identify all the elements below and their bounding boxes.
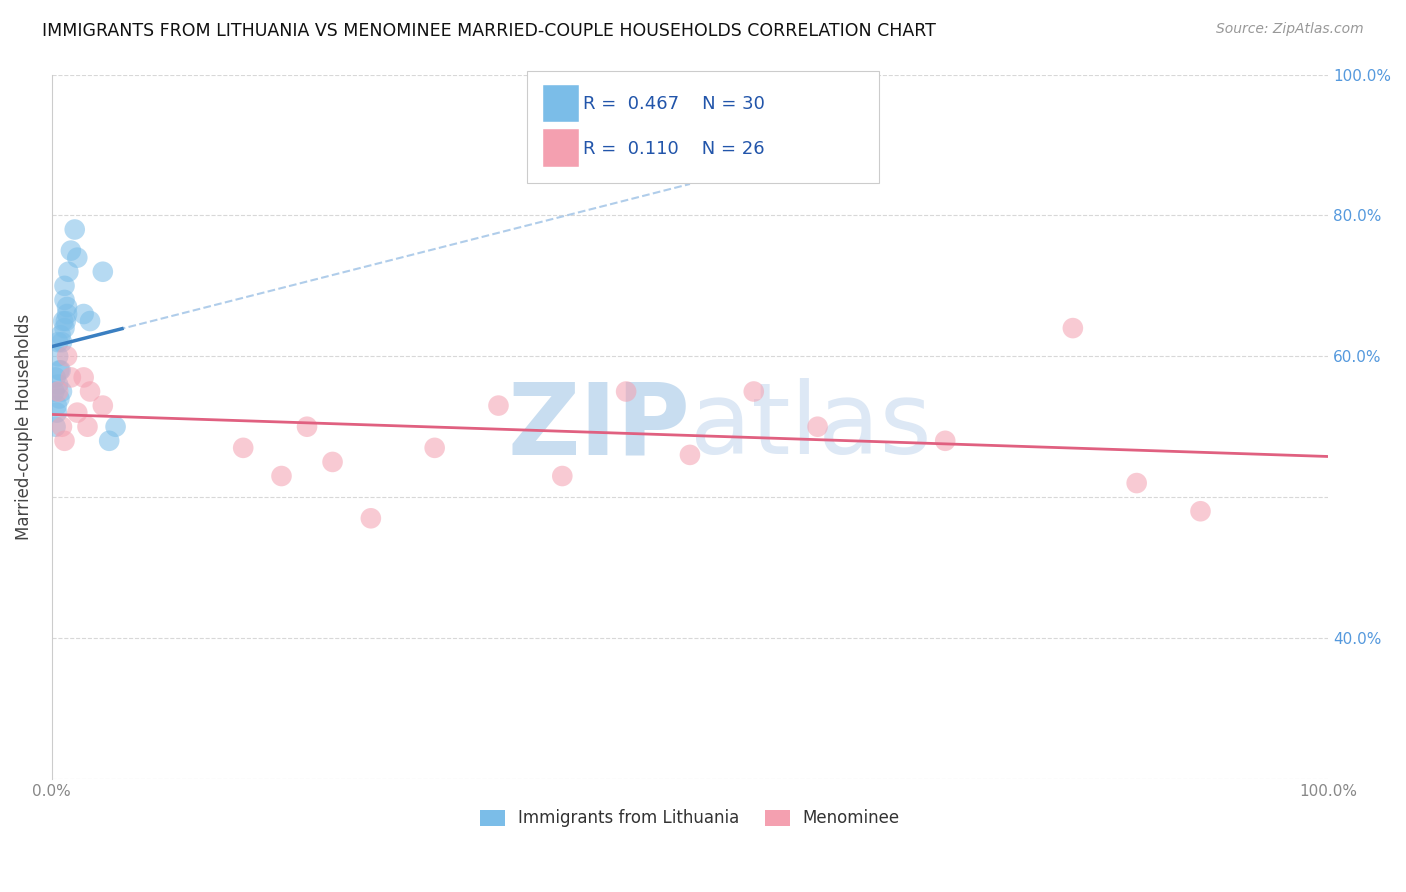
Text: R =  0.467    N = 30: R = 0.467 N = 30 bbox=[583, 95, 765, 113]
Point bbox=[66, 406, 89, 420]
Point bbox=[488, 399, 510, 413]
Point bbox=[806, 419, 828, 434]
Point bbox=[322, 455, 344, 469]
Point bbox=[91, 265, 114, 279]
Point bbox=[614, 384, 637, 399]
Point bbox=[45, 370, 67, 384]
Text: atlas: atlas bbox=[690, 378, 932, 475]
Text: ZIP: ZIP bbox=[508, 378, 690, 475]
Point bbox=[232, 441, 254, 455]
Point bbox=[934, 434, 956, 448]
Point bbox=[423, 441, 446, 455]
Point bbox=[360, 511, 382, 525]
Point bbox=[63, 222, 86, 236]
Point bbox=[104, 419, 127, 434]
Point bbox=[45, 399, 67, 413]
Point bbox=[679, 448, 702, 462]
Point bbox=[73, 307, 96, 321]
Point bbox=[51, 419, 73, 434]
Point bbox=[48, 363, 70, 377]
Point bbox=[49, 363, 72, 377]
Point bbox=[53, 434, 76, 448]
Point bbox=[53, 293, 76, 307]
Point bbox=[53, 321, 76, 335]
Legend: Immigrants from Lithuania, Menominee: Immigrants from Lithuania, Menominee bbox=[474, 803, 907, 834]
Point bbox=[742, 384, 765, 399]
Point bbox=[44, 384, 66, 399]
Point bbox=[46, 384, 69, 399]
Point bbox=[76, 419, 98, 434]
Point bbox=[270, 469, 292, 483]
Point bbox=[1125, 476, 1147, 491]
Point bbox=[53, 278, 76, 293]
Point bbox=[51, 384, 73, 399]
Point bbox=[58, 265, 80, 279]
Point bbox=[1062, 321, 1084, 335]
Point bbox=[59, 244, 82, 258]
Point bbox=[51, 335, 73, 350]
Point bbox=[91, 399, 114, 413]
Text: IMMIGRANTS FROM LITHUANIA VS MENOMINEE MARRIED-COUPLE HOUSEHOLDS CORRELATION CHA: IMMIGRANTS FROM LITHUANIA VS MENOMINEE M… bbox=[42, 22, 936, 40]
Point bbox=[295, 419, 318, 434]
Point bbox=[45, 406, 67, 420]
Point bbox=[56, 300, 79, 314]
Point bbox=[59, 370, 82, 384]
Point bbox=[79, 384, 101, 399]
Point bbox=[56, 307, 79, 321]
Point bbox=[73, 370, 96, 384]
Point bbox=[52, 314, 75, 328]
Point bbox=[46, 335, 69, 350]
Y-axis label: Married-couple Households: Married-couple Households bbox=[15, 314, 32, 540]
Point bbox=[49, 328, 72, 343]
Point bbox=[551, 469, 574, 483]
Point bbox=[48, 392, 70, 406]
Point bbox=[1189, 504, 1212, 518]
Point bbox=[55, 314, 77, 328]
Point bbox=[46, 377, 69, 392]
Point bbox=[56, 349, 79, 363]
Point bbox=[45, 419, 67, 434]
Point bbox=[46, 349, 69, 363]
Text: R =  0.110    N = 26: R = 0.110 N = 26 bbox=[583, 140, 765, 158]
Point bbox=[66, 251, 89, 265]
Point bbox=[79, 314, 101, 328]
Point bbox=[98, 434, 121, 448]
Text: Source: ZipAtlas.com: Source: ZipAtlas.com bbox=[1216, 22, 1364, 37]
